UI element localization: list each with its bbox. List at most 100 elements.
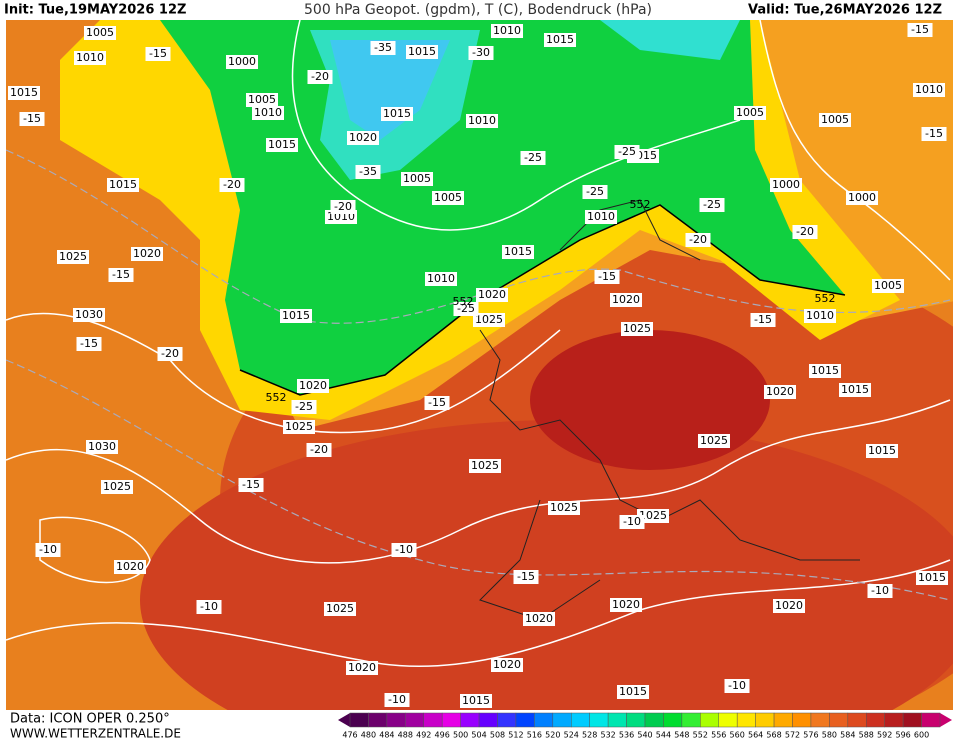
label-box [548, 501, 580, 515]
temperature-label: -15 [598, 270, 616, 283]
label-box [324, 602, 356, 616]
label-box [114, 560, 146, 574]
label-box [610, 598, 642, 612]
pressure-label: 1015 [109, 178, 137, 191]
colorbar-label: 572 [785, 731, 800, 740]
pressure-label: 1010 [587, 210, 615, 223]
temperature-label: -20 [334, 200, 352, 213]
temperature-label: -20 [796, 225, 814, 238]
label-box [621, 322, 653, 336]
temperature-label: -20 [311, 70, 329, 83]
label-box [280, 309, 312, 323]
colorbar-label: 564 [748, 731, 763, 740]
pressure-label: 1020 [612, 598, 640, 611]
colorbar-swatch [589, 712, 609, 728]
pressure-label: 1020 [612, 293, 640, 306]
pressure-label: 1015 [841, 383, 869, 396]
label-box [523, 612, 555, 626]
colorbar-swatch [571, 712, 590, 728]
pressure-label: 1025 [475, 313, 503, 326]
label-box [252, 106, 284, 120]
colorbar-swatch [515, 712, 535, 728]
pressure-label: 1010 [915, 83, 943, 96]
colorbar-label: 588 [859, 731, 874, 740]
pressure-label: 1020 [493, 658, 521, 671]
pressure-label: 1005 [86, 26, 114, 39]
label-box [617, 685, 649, 699]
temperature-label: -15 [80, 337, 98, 350]
colorbar: 476 480 484 488 492 496 500 504 508 512 516 520 524 5… [338, 712, 952, 740]
pressure-label: 1030 [75, 308, 103, 321]
map-title: 500 hPa Geopot. (gpdm), T (C), Bodendruc… [304, 2, 652, 18]
label-box [866, 444, 898, 458]
label-box [283, 420, 315, 434]
colorbar-swatch [644, 712, 664, 728]
label-box [839, 383, 871, 397]
label-box [370, 41, 396, 55]
site: WWW.WETTERZENTRALE.DE [10, 727, 181, 741]
colorbar-swatch [626, 712, 646, 728]
colorbar-swatch [902, 712, 922, 728]
label-box [391, 543, 417, 557]
pressure-label: 1015 [868, 444, 896, 457]
contour-label: 552 [453, 295, 474, 308]
colorbar-label: 556 [711, 731, 726, 740]
label-box [226, 55, 258, 69]
colorbar-label: 580 [822, 731, 837, 740]
colorbar-swatch [386, 712, 406, 728]
colorbar-arrow-right [940, 713, 952, 727]
pressure-label: 1030 [88, 440, 116, 453]
label-box [35, 543, 61, 557]
temperature-label: -15 [23, 112, 41, 125]
colorbar-label: 568 [766, 731, 781, 740]
colorbar-label: 544 [656, 731, 671, 740]
temperature-label: -15 [517, 570, 535, 583]
map [6, 20, 953, 710]
label-box [913, 83, 945, 97]
colorbar-swatch [478, 712, 498, 728]
pressure-label: 1020 [766, 385, 794, 398]
label-box [907, 23, 933, 37]
label-box [491, 658, 523, 672]
colorbar-label: 484 [379, 731, 394, 740]
pressure-label: 1025 [471, 459, 499, 472]
label-box [872, 279, 904, 293]
temperature-label: -25 [295, 400, 313, 413]
pressure-label: 1000 [772, 178, 800, 191]
pressure-label: 1025 [326, 602, 354, 615]
pressure-label: 1010 [76, 51, 104, 64]
colorbar-swatch [884, 712, 904, 728]
colorbar-label: 520 [545, 731, 560, 740]
pressure-label: 1020 [525, 612, 553, 625]
pressure-label: 1020 [348, 661, 376, 674]
label-box [819, 113, 851, 127]
label-box [219, 178, 245, 192]
colorbar-label: 560 [730, 731, 745, 740]
label-box [76, 337, 102, 351]
pressure-label: 1005 [434, 191, 462, 204]
colorbar-arrow-left [338, 713, 350, 727]
pressure-label: 1015 [546, 33, 574, 46]
temperature-label: -15 [428, 396, 446, 409]
colorbar-label: 496 [435, 731, 450, 740]
pressure-label: 1005 [403, 172, 431, 185]
pressure-label: 1020 [775, 599, 803, 612]
pressure-label: 1010 [468, 114, 496, 127]
pressure-label: 1020 [116, 560, 144, 573]
temperature-label: -10 [39, 543, 57, 556]
label-box [468, 46, 494, 60]
valid-time: Valid: Tue,26MAY2026 12Z [748, 3, 942, 18]
pressure-label: 1015 [918, 571, 946, 584]
temperature-label: -10 [871, 584, 889, 597]
isotherms [6, 149, 951, 601]
pressure-label: 1025 [285, 420, 313, 433]
pressure-label: 1025 [700, 434, 728, 447]
label-box [469, 459, 501, 473]
label-box [770, 178, 802, 192]
pressure-label: 1025 [623, 322, 651, 335]
colorbar-swatch [460, 712, 480, 728]
label-box [594, 270, 620, 284]
pressure-label: 1025 [103, 480, 131, 493]
temperature-label: -20 [689, 233, 707, 246]
label-box [846, 191, 878, 205]
